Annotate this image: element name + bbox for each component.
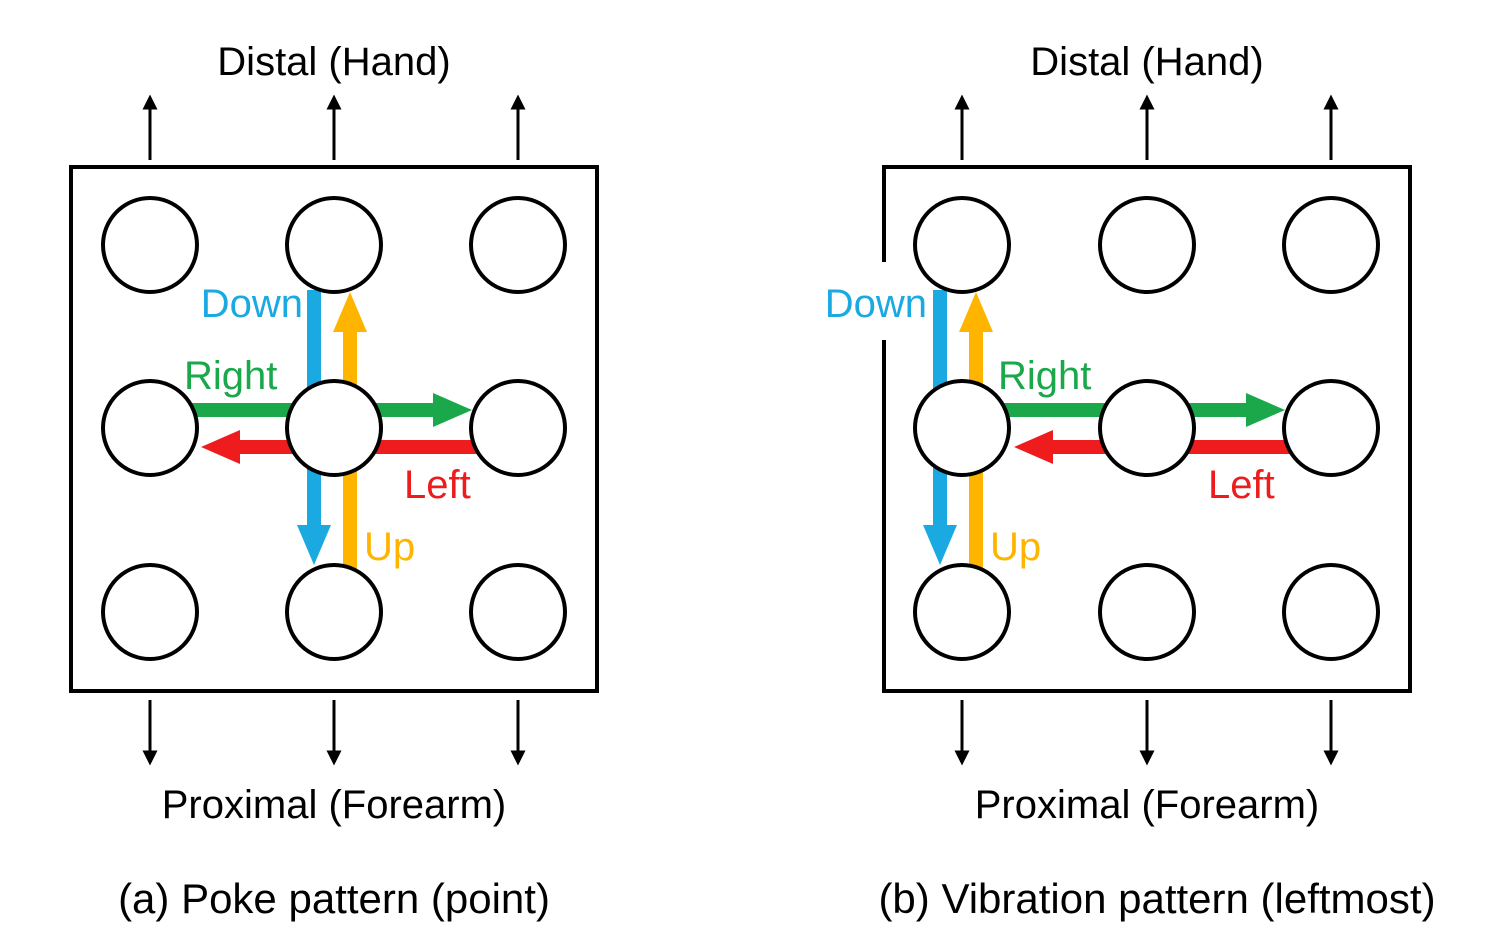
actuator-circle — [469, 563, 567, 661]
up-arrow-head — [333, 292, 367, 332]
down-arrow-head — [297, 525, 331, 565]
actuator-circle — [1282, 563, 1380, 661]
label-left: Left — [1208, 463, 1275, 507]
up-arrow-head — [959, 292, 993, 332]
panel-a-distal-arrows — [142, 94, 526, 160]
actuator-circle — [285, 563, 383, 661]
label-down: Down — [825, 282, 927, 326]
panel-b-frame — [882, 165, 1412, 693]
actuator-circle — [101, 196, 199, 294]
down-arrow-head — [923, 525, 957, 565]
actuator-circle — [285, 379, 383, 477]
left-arrow-head — [1014, 430, 1053, 464]
panel-b-proximal-label: Proximal (Forearm) — [975, 783, 1319, 827]
actuator-circle — [1098, 379, 1196, 477]
panel-b-proximal-arrows — [954, 700, 1339, 766]
panel-b-caption: (b) Vibration pattern (leftmost) — [878, 875, 1435, 922]
left-arrow-head — [201, 430, 240, 464]
label-right: Right — [998, 354, 1091, 398]
right-arrow-head — [433, 393, 472, 427]
actuator-circle — [101, 379, 199, 477]
actuator-circle — [913, 379, 1011, 477]
panel-b-distal-label: Distal (Hand) — [1030, 40, 1263, 84]
panel-a-frame — [69, 165, 599, 693]
actuator-circle — [1098, 563, 1196, 661]
label-right: Right — [184, 354, 277, 398]
actuator-circle — [913, 563, 1011, 661]
panel-a: Distal (Hand) — [69, 40, 599, 922]
panel-a-proximal-label: Proximal (Forearm) — [162, 783, 506, 827]
label-down: Down — [201, 282, 303, 326]
actuator-circle — [469, 196, 567, 294]
panel-a-caption: (a) Poke pattern (point) — [118, 875, 550, 922]
panel-a-distal-label: Distal (Hand) — [217, 40, 450, 84]
actuator-circle — [285, 196, 383, 294]
actuator-circle — [913, 196, 1011, 294]
panel-a-proximal-arrows — [142, 700, 526, 766]
actuator-circle — [469, 379, 567, 477]
label-up: Up — [364, 525, 415, 569]
label-left: Left — [404, 463, 471, 507]
actuator-circle — [1098, 196, 1196, 294]
label-up: Up — [990, 525, 1041, 569]
actuator-circle — [101, 563, 199, 661]
panel-b-distal-arrows — [954, 94, 1339, 160]
panel-a-actuator-grid — [101, 196, 567, 661]
panel-b-actuator-grid — [913, 196, 1380, 661]
actuator-circle — [1282, 196, 1380, 294]
actuator-circle — [1282, 379, 1380, 477]
panel-b: Distal (Hand) — [825, 40, 1436, 922]
right-arrow-head — [1246, 393, 1285, 427]
